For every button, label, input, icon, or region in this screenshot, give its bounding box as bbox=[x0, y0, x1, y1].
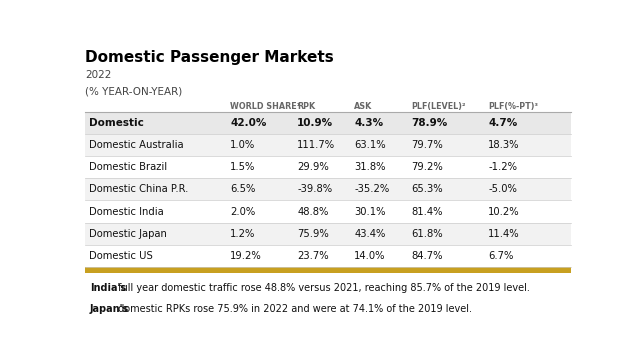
Text: 30.1%: 30.1% bbox=[355, 206, 386, 217]
Text: ASK: ASK bbox=[355, 102, 372, 111]
Text: PLF(LEVEL)²: PLF(LEVEL)² bbox=[412, 102, 466, 111]
Text: -5.0%: -5.0% bbox=[488, 184, 517, 194]
Text: -39.8%: -39.8% bbox=[297, 184, 332, 194]
Text: full year domestic traffic rose 48.8% versus 2021, reaching 85.7% of the 2019 le: full year domestic traffic rose 48.8% ve… bbox=[115, 284, 530, 293]
Text: Domestic US: Domestic US bbox=[89, 251, 153, 261]
Text: (% YEAR-ON-YEAR): (% YEAR-ON-YEAR) bbox=[85, 86, 182, 97]
Text: WORLD SHARE¹: WORLD SHARE¹ bbox=[230, 102, 300, 111]
Text: 65.3%: 65.3% bbox=[412, 184, 443, 194]
Text: 2.0%: 2.0% bbox=[230, 206, 255, 217]
Text: 6.5%: 6.5% bbox=[230, 184, 255, 194]
Text: Domestic Brazil: Domestic Brazil bbox=[89, 162, 167, 172]
Text: -1.2%: -1.2% bbox=[488, 162, 517, 172]
Text: 29.9%: 29.9% bbox=[297, 162, 329, 172]
Text: Domestic Japan: Domestic Japan bbox=[89, 229, 167, 239]
Text: 4.3%: 4.3% bbox=[355, 118, 383, 128]
Text: 23.7%: 23.7% bbox=[297, 251, 329, 261]
Bar bbox=[85, 267, 571, 273]
Text: 10.2%: 10.2% bbox=[488, 206, 520, 217]
Text: 19.2%: 19.2% bbox=[230, 251, 262, 261]
Text: 42.0%: 42.0% bbox=[230, 118, 267, 128]
Bar bbox=[85, 178, 571, 201]
Text: domestic RPKs rose 75.9% in 2022 and were at 74.1% of the 2019 level.: domestic RPKs rose 75.9% in 2022 and wer… bbox=[115, 304, 472, 314]
Text: 61.8%: 61.8% bbox=[412, 229, 443, 239]
Text: 6.7%: 6.7% bbox=[488, 251, 513, 261]
Text: India's: India's bbox=[90, 284, 126, 293]
Text: 11.4%: 11.4% bbox=[488, 229, 520, 239]
Text: 79.2%: 79.2% bbox=[412, 162, 443, 172]
Text: Domestic India: Domestic India bbox=[89, 206, 164, 217]
Bar bbox=[85, 223, 571, 245]
Text: Domestic Passenger Markets: Domestic Passenger Markets bbox=[85, 50, 333, 65]
Text: -35.2%: -35.2% bbox=[355, 184, 390, 194]
Text: 63.1%: 63.1% bbox=[355, 140, 386, 150]
Bar bbox=[85, 112, 571, 134]
Bar bbox=[85, 201, 571, 223]
Text: 31.8%: 31.8% bbox=[355, 162, 386, 172]
Text: 48.8%: 48.8% bbox=[297, 206, 328, 217]
Bar bbox=[85, 245, 571, 267]
Text: 111.7%: 111.7% bbox=[297, 140, 335, 150]
Text: 43.4%: 43.4% bbox=[355, 229, 386, 239]
Text: 1.0%: 1.0% bbox=[230, 140, 255, 150]
Text: 1.2%: 1.2% bbox=[230, 229, 255, 239]
Text: Japan's: Japan's bbox=[90, 304, 129, 314]
Text: 10.9%: 10.9% bbox=[297, 118, 333, 128]
Bar bbox=[85, 156, 571, 178]
Text: Domestic: Domestic bbox=[89, 118, 144, 128]
Text: PLF(%-PT)³: PLF(%-PT)³ bbox=[488, 102, 538, 111]
Text: 2022: 2022 bbox=[85, 70, 111, 80]
Text: 79.7%: 79.7% bbox=[412, 140, 443, 150]
Text: 4.7%: 4.7% bbox=[488, 118, 518, 128]
Text: 78.9%: 78.9% bbox=[412, 118, 447, 128]
Text: 84.7%: 84.7% bbox=[412, 251, 443, 261]
Text: 81.4%: 81.4% bbox=[412, 206, 443, 217]
Text: 14.0%: 14.0% bbox=[355, 251, 386, 261]
Text: 18.3%: 18.3% bbox=[488, 140, 520, 150]
Text: Domestic Australia: Domestic Australia bbox=[89, 140, 184, 150]
Text: Domestic China P.R.: Domestic China P.R. bbox=[89, 184, 188, 194]
Text: 1.5%: 1.5% bbox=[230, 162, 255, 172]
Bar bbox=[85, 134, 571, 156]
Text: 75.9%: 75.9% bbox=[297, 229, 329, 239]
Text: RPK: RPK bbox=[297, 102, 316, 111]
